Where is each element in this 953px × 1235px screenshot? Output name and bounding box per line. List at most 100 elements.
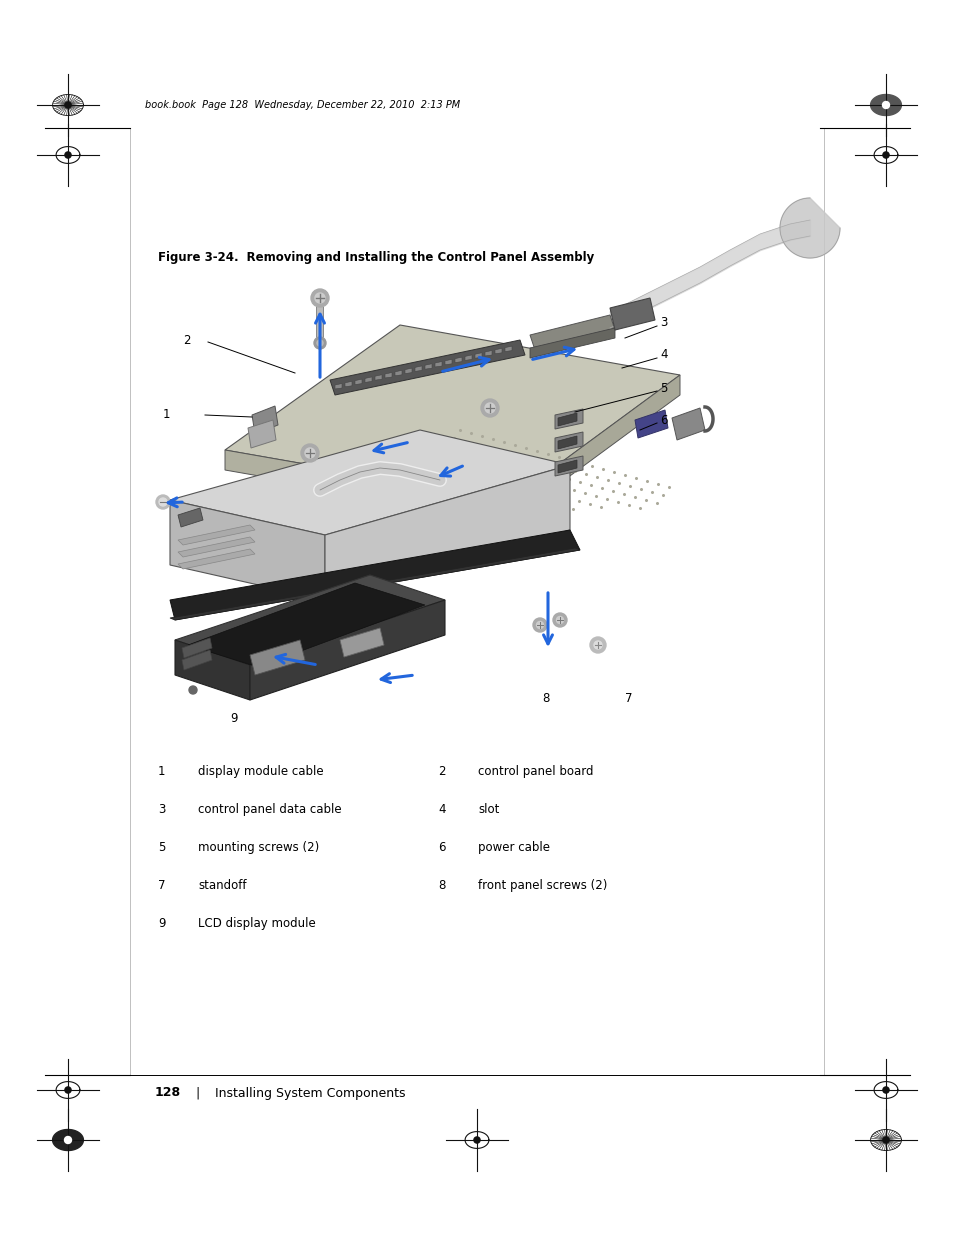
Text: 8: 8 [437, 879, 445, 892]
Circle shape [882, 1137, 888, 1144]
Circle shape [556, 616, 563, 624]
Text: Installing System Components: Installing System Components [214, 1087, 405, 1099]
Polygon shape [330, 340, 524, 395]
Polygon shape [510, 375, 679, 520]
Polygon shape [170, 530, 579, 620]
Polygon shape [52, 1130, 83, 1151]
Circle shape [536, 621, 543, 629]
Circle shape [65, 1087, 71, 1093]
Text: 8: 8 [541, 692, 549, 704]
Text: Removing and Installing the Control Panel Assembly: Removing and Installing the Control Pane… [230, 252, 594, 264]
Polygon shape [178, 537, 254, 557]
Polygon shape [555, 409, 582, 429]
Circle shape [316, 340, 323, 346]
Polygon shape [530, 315, 615, 350]
Text: front panel screws (2): front panel screws (2) [477, 879, 607, 892]
Polygon shape [250, 640, 305, 676]
Polygon shape [558, 436, 577, 450]
Circle shape [533, 618, 546, 632]
Polygon shape [339, 629, 384, 657]
Polygon shape [558, 459, 577, 473]
Polygon shape [182, 650, 212, 671]
Text: 6: 6 [659, 414, 667, 426]
Polygon shape [385, 373, 392, 378]
Circle shape [594, 641, 601, 650]
Polygon shape [174, 576, 444, 664]
Circle shape [882, 1087, 888, 1093]
Polygon shape [178, 550, 254, 569]
Polygon shape [174, 640, 250, 700]
Polygon shape [170, 548, 579, 620]
Polygon shape [365, 377, 372, 383]
Polygon shape [188, 583, 424, 667]
Text: 9: 9 [230, 711, 237, 725]
Polygon shape [405, 368, 412, 374]
Circle shape [301, 445, 318, 462]
Polygon shape [504, 346, 512, 352]
Text: control panel board: control panel board [477, 764, 593, 778]
Polygon shape [178, 525, 254, 545]
Text: standoff: standoff [198, 879, 246, 892]
Polygon shape [495, 348, 501, 353]
Circle shape [484, 403, 495, 412]
Text: 4: 4 [659, 348, 667, 362]
Text: control panel data cable: control panel data cable [198, 803, 341, 816]
Polygon shape [484, 351, 492, 356]
Polygon shape [325, 466, 569, 600]
Text: slot: slot [477, 803, 498, 816]
Polygon shape [558, 412, 577, 426]
Polygon shape [870, 95, 901, 116]
Circle shape [156, 495, 170, 509]
Text: power cable: power cable [477, 841, 550, 853]
Circle shape [314, 293, 325, 303]
Text: 7: 7 [624, 692, 632, 704]
Polygon shape [635, 410, 667, 438]
Polygon shape [435, 362, 441, 367]
Text: 128: 128 [154, 1087, 181, 1099]
Text: 1: 1 [163, 409, 171, 421]
Polygon shape [609, 298, 655, 330]
Polygon shape [182, 638, 212, 658]
Polygon shape [530, 329, 615, 358]
Circle shape [882, 152, 888, 158]
Polygon shape [250, 600, 444, 700]
Polygon shape [225, 325, 679, 500]
Polygon shape [424, 363, 432, 369]
Polygon shape [780, 198, 840, 258]
Circle shape [189, 685, 196, 694]
Text: 3: 3 [659, 316, 667, 330]
Text: |: | [194, 1087, 199, 1099]
Circle shape [474, 1137, 479, 1144]
Text: 5: 5 [659, 382, 667, 394]
Circle shape [65, 152, 71, 158]
Text: 2: 2 [183, 333, 191, 347]
Polygon shape [375, 374, 381, 380]
Polygon shape [170, 430, 569, 535]
Polygon shape [415, 366, 421, 372]
Circle shape [553, 613, 566, 627]
Polygon shape [335, 384, 341, 389]
Circle shape [65, 103, 71, 109]
Text: 2: 2 [437, 764, 445, 778]
Circle shape [311, 289, 329, 308]
Circle shape [480, 399, 498, 417]
Circle shape [159, 498, 167, 506]
Text: 4: 4 [437, 803, 445, 816]
Circle shape [589, 637, 605, 653]
Polygon shape [475, 353, 481, 358]
Polygon shape [455, 357, 461, 363]
Circle shape [314, 337, 326, 350]
Text: 7: 7 [158, 879, 165, 892]
Text: 5: 5 [158, 841, 165, 853]
Text: 6: 6 [437, 841, 445, 853]
Polygon shape [355, 379, 361, 384]
Text: LCD display module: LCD display module [198, 918, 315, 930]
Polygon shape [345, 382, 352, 387]
Text: Figure 3-24.: Figure 3-24. [158, 252, 238, 264]
Text: book.book  Page 128  Wednesday, December 22, 2010  2:13 PM: book.book Page 128 Wednesday, December 2… [145, 100, 459, 110]
FancyBboxPatch shape [316, 306, 323, 337]
Polygon shape [252, 406, 277, 433]
Polygon shape [178, 508, 203, 527]
Polygon shape [464, 354, 472, 361]
Polygon shape [170, 500, 325, 600]
